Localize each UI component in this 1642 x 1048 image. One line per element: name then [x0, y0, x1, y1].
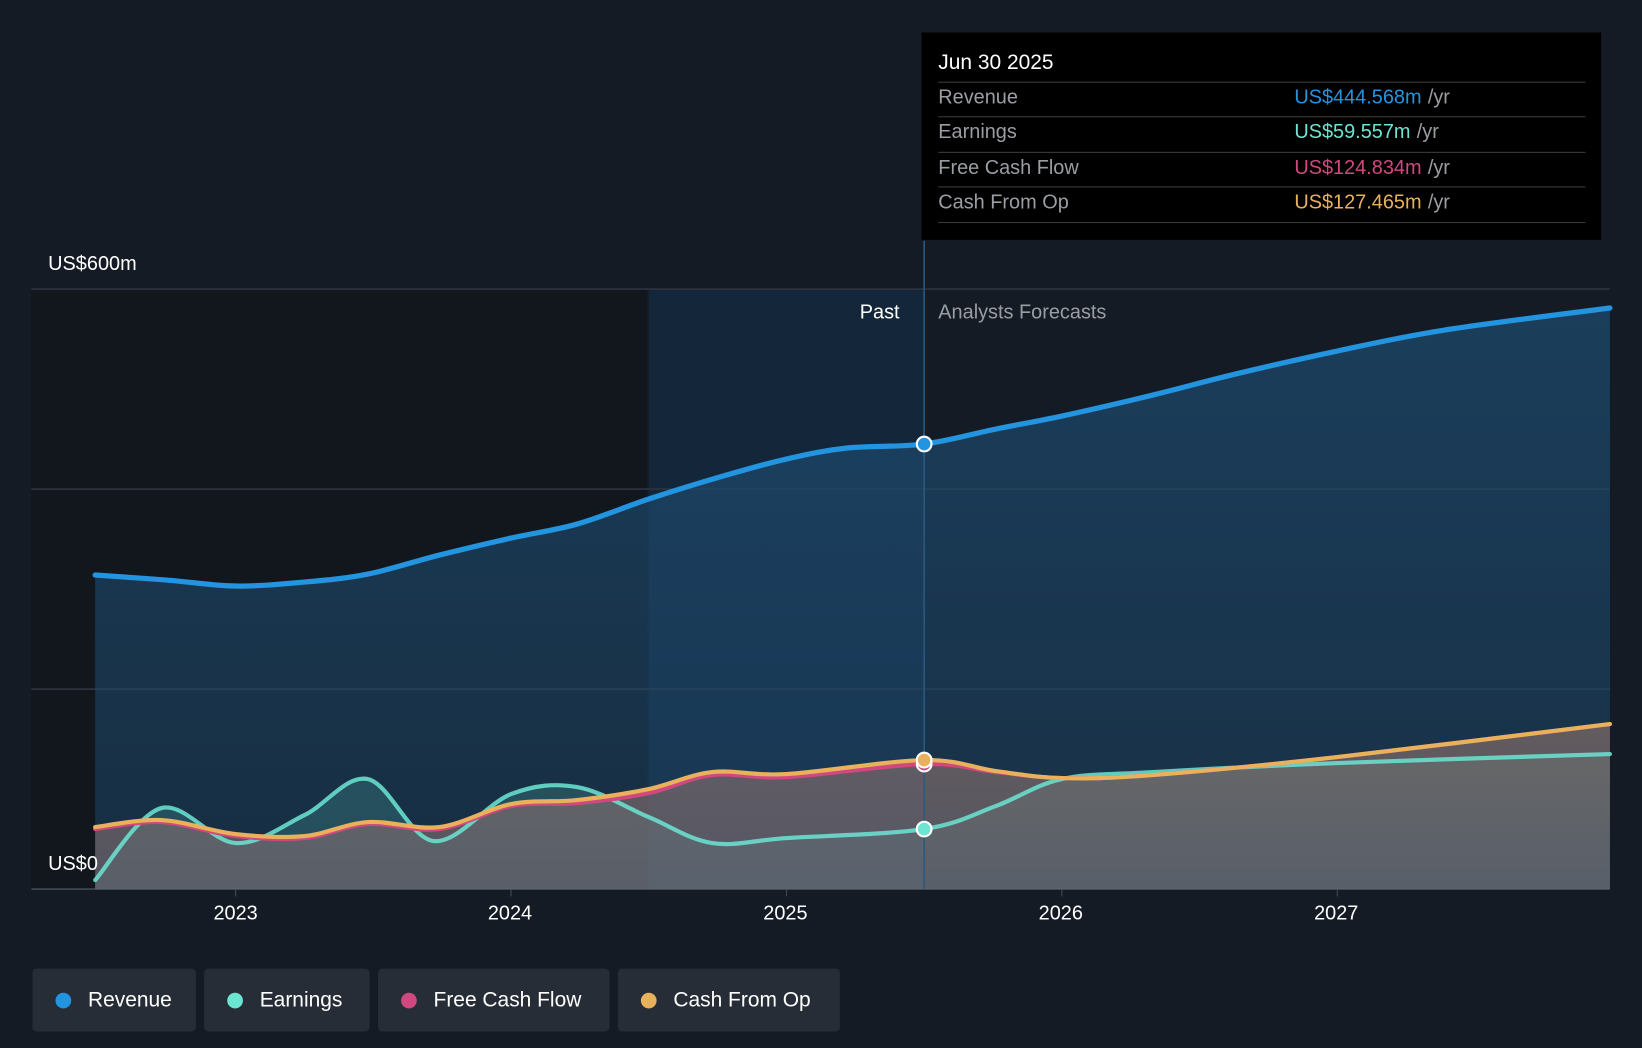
x-tick-label: 2027	[1314, 902, 1359, 925]
legend-dot-icon	[401, 992, 417, 1008]
legend-dot-icon	[55, 992, 72, 1008]
tooltip-value: US$59.557m	[1294, 121, 1411, 144]
tooltip-label: Revenue	[938, 86, 1018, 109]
tooltip: Jun 30 2025 Revenue US$444.568m/yr Earnin…	[921, 32, 1602, 240]
legend-item-earnings[interactable]: Earnings	[204, 968, 370, 1032]
revenue-line	[92, 305, 1613, 589]
tooltip-label: Free Cash Flow	[938, 157, 1079, 180]
tooltip-value: US$124.834m	[1294, 157, 1422, 180]
earnings-marker	[915, 820, 933, 838]
revenue-marker	[915, 435, 933, 453]
tooltip-row-earnings: Earnings US$59.557m/yr	[938, 116, 1586, 152]
tooltip-unit: /yr	[1427, 191, 1450, 214]
past-label: Past	[859, 301, 900, 324]
legend-label: Earnings	[259, 988, 343, 1012]
revenue-area	[95, 308, 1610, 890]
y-tick-label: US$600m	[48, 253, 137, 276]
tooltip-unit: /yr	[1416, 121, 1439, 144]
tooltip-row-fcf: Free Cash Flow US$124.834m/yr	[938, 151, 1586, 188]
tooltip-unit: /yr	[1427, 86, 1450, 109]
legend-item-revenue[interactable]: Revenue	[32, 968, 196, 1032]
tooltip-value: US$444.568m	[1294, 86, 1422, 109]
x-tick-label: 2025	[763, 902, 808, 925]
legend-item-cash-from-op[interactable]: Cash From Op	[617, 968, 840, 1032]
tooltip-label: Cash From Op	[938, 191, 1069, 214]
x-tick-label: 2026	[1038, 902, 1083, 925]
tooltip-row-cfo: Cash From Op US$127.465m/yr	[938, 186, 1586, 224]
x-tick-label: 2023	[213, 902, 258, 925]
tooltip-label: Earnings	[938, 121, 1017, 144]
cash-from-op-marker	[915, 751, 933, 769]
tooltip-value: US$127.465m	[1294, 191, 1422, 214]
legend-label: Free Cash Flow	[433, 988, 582, 1012]
y-tick-label: US$0	[48, 853, 98, 876]
x-tick-label: 2024	[487, 902, 533, 925]
legend-label: Revenue	[87, 988, 172, 1012]
forecast-label: Analysts Forecasts	[938, 301, 1107, 324]
tooltip-date: Jun 30 2025	[938, 51, 1054, 75]
tooltip-row-revenue: Revenue US$444.568m/yr	[938, 81, 1586, 118]
legend-label: Cash From Op	[673, 988, 811, 1012]
legend-dot-icon	[227, 992, 243, 1008]
cash-from-op-area	[95, 724, 1610, 890]
tooltip-unit: /yr	[1427, 157, 1450, 180]
legend-dot-icon	[640, 992, 657, 1008]
earnings-line	[93, 751, 1613, 883]
legend-item-free-cash-flow[interactable]: Free Cash Flow	[378, 968, 610, 1032]
cash-from-op-line	[93, 721, 1613, 840]
